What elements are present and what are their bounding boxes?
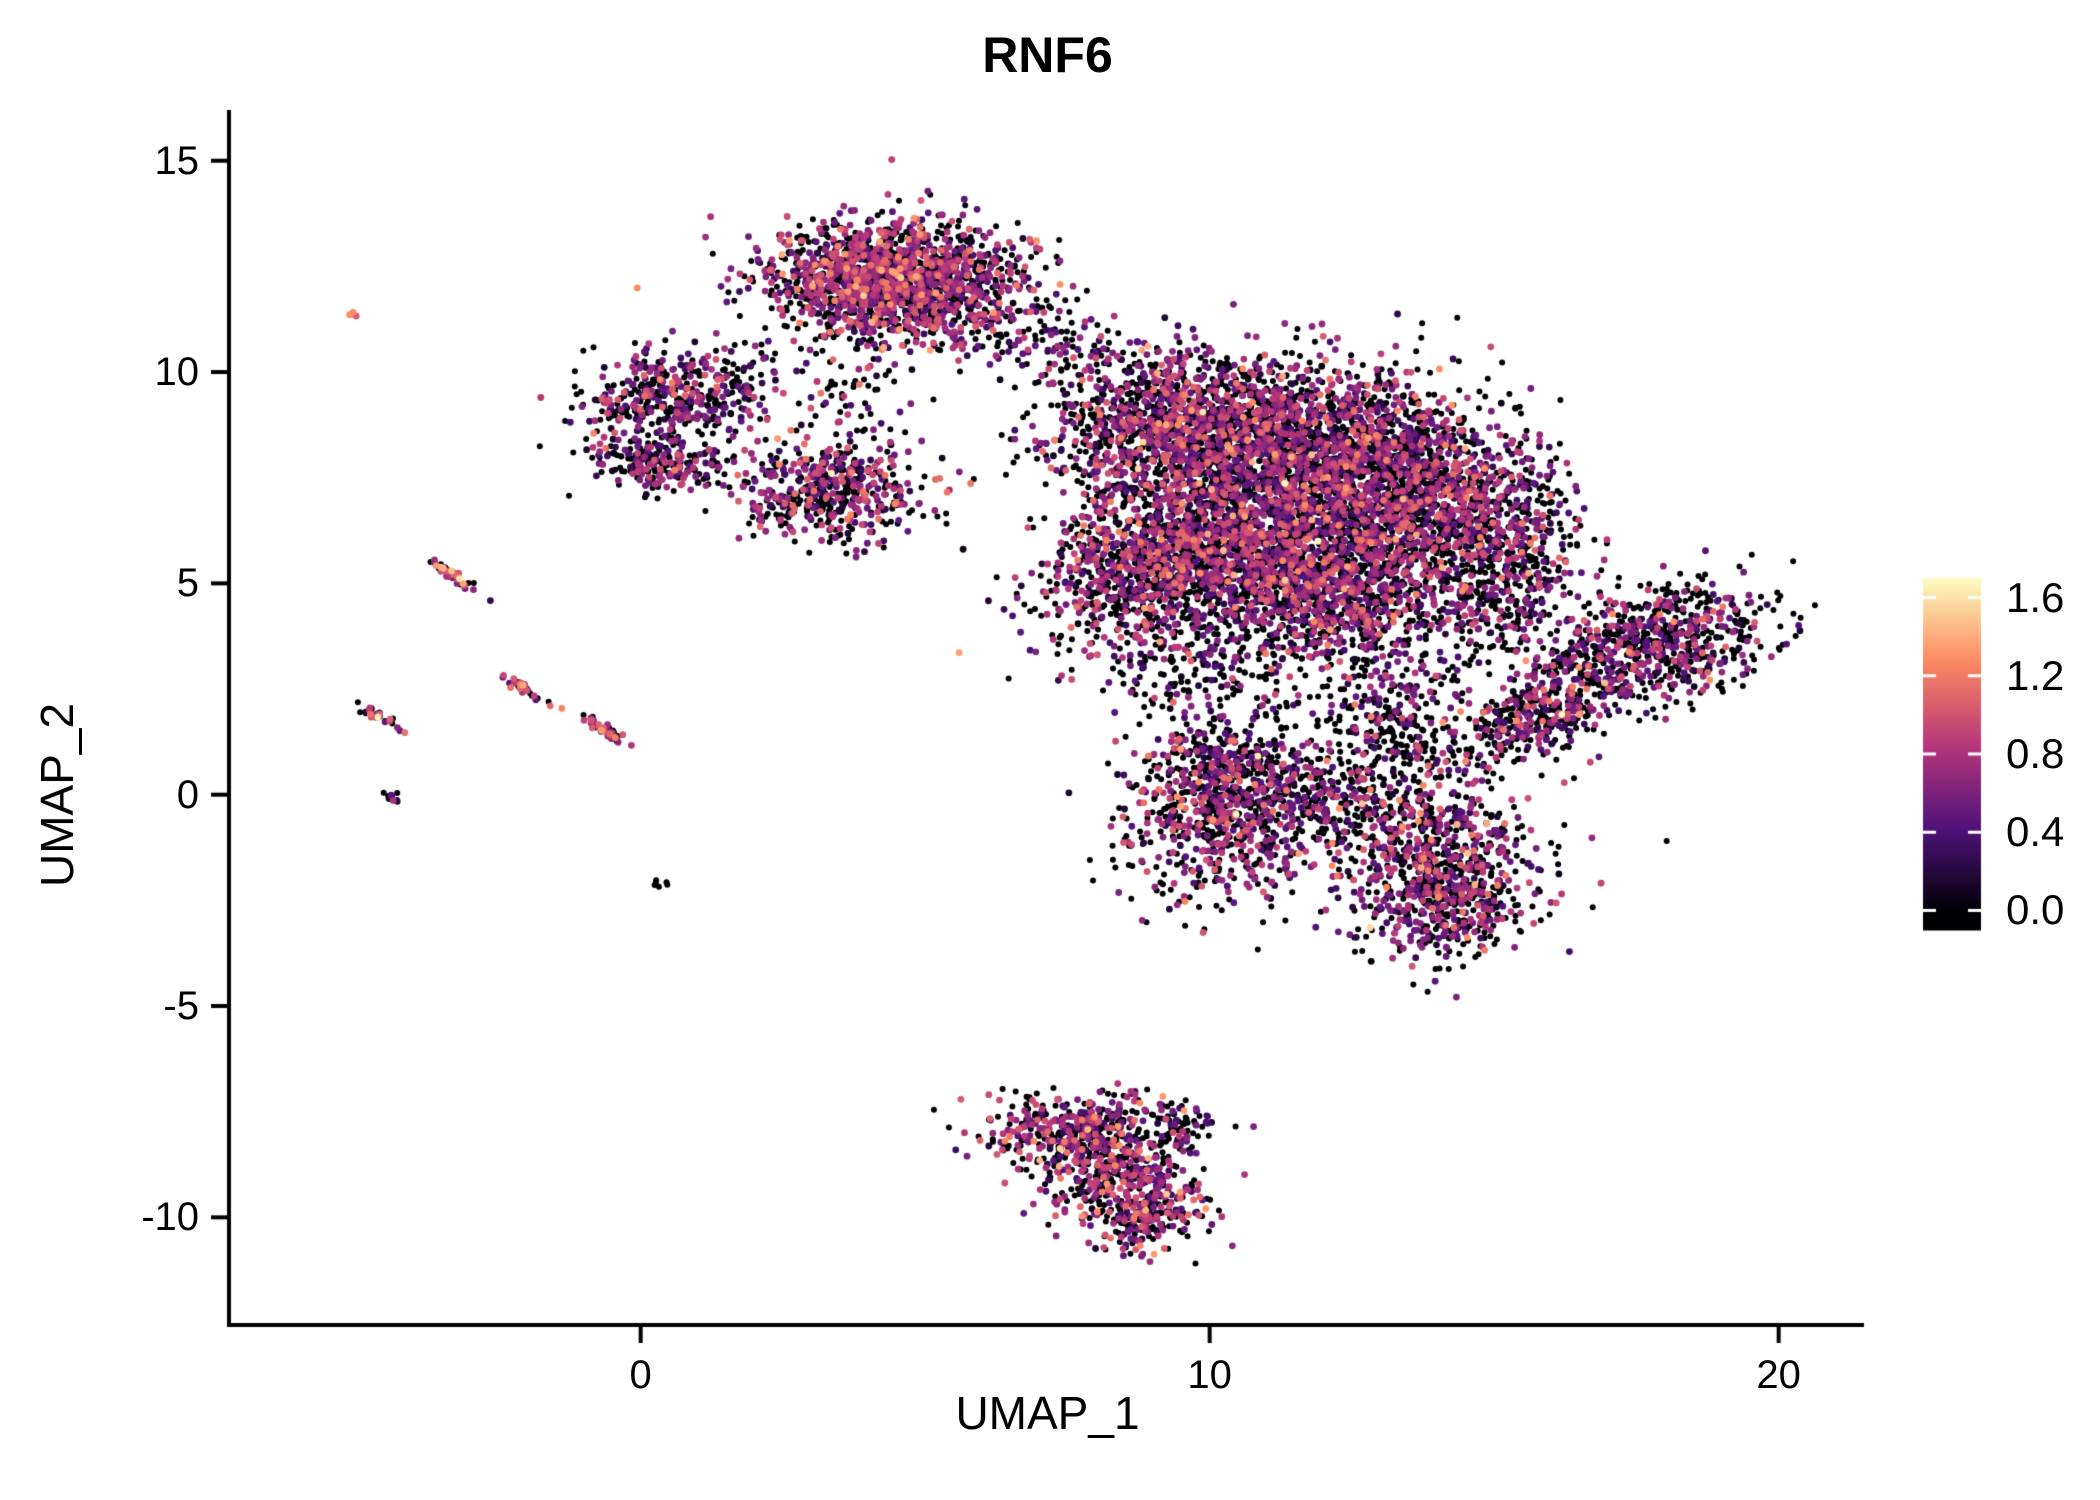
y-tick-label: 10	[154, 350, 200, 395]
colorbar-tick-label: 0.8	[2006, 730, 2065, 777]
colorbar-tick-label: 0.0	[2006, 886, 2065, 934]
chart-title: RNF6	[982, 27, 1113, 83]
y-tick-label: 0	[176, 772, 199, 817]
x-tick-label: 10	[1187, 1353, 1232, 1397]
x-axis-label: UMAP_1	[955, 1387, 1140, 1439]
y-tick-label: -5	[163, 984, 199, 1028]
y-tick-label: -10	[141, 1195, 199, 1240]
colorbar-tick-label: 1.2	[2006, 651, 2065, 699]
y-tick-label: 15	[154, 138, 200, 183]
colorbar-tick-label: 1.6	[2006, 573, 2065, 621]
colorbar-tick-label: 0.4	[2006, 808, 2065, 856]
y-tick-label: 5	[176, 561, 199, 606]
x-tick-label: 0	[629, 1353, 652, 1397]
x-tick-label: 20	[1756, 1353, 1801, 1397]
